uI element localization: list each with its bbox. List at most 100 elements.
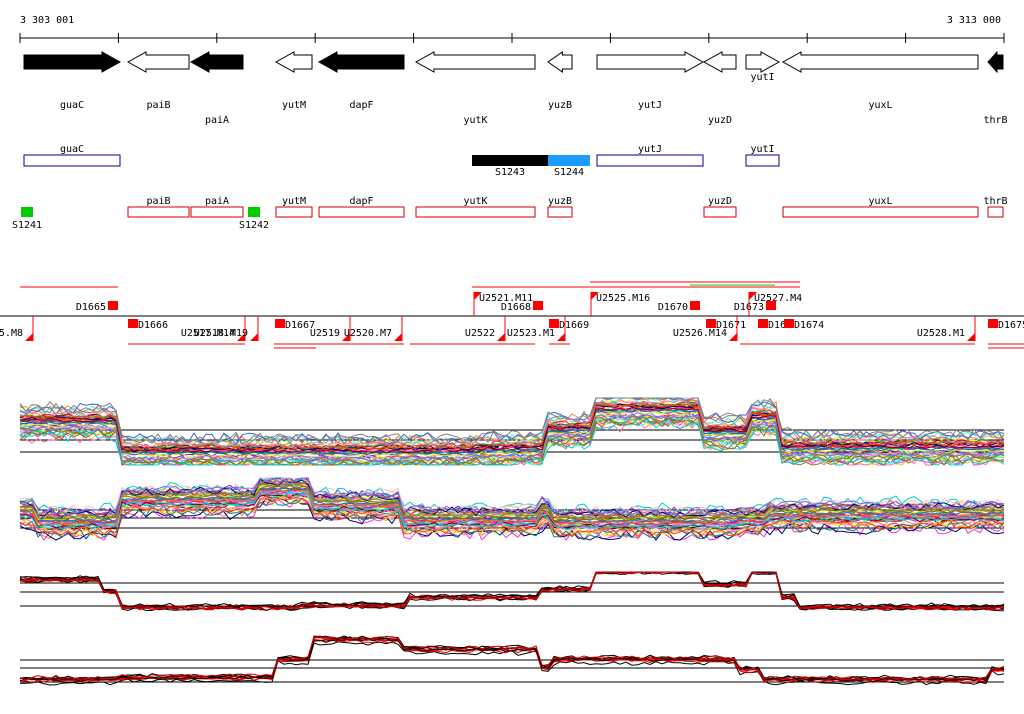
upper-gene-box-track: guaC yutJ yutI bbox=[23, 144, 780, 167]
up-marker-5.M8 bbox=[25, 333, 33, 341]
segment-label-S1244: S1244 bbox=[554, 167, 584, 178]
down-marker-label-D1670: D1670 bbox=[658, 302, 688, 313]
lower-box-label-dapF: dapF bbox=[349, 196, 373, 207]
profile-trace bbox=[19, 637, 1005, 682]
up-marker-label-U2517.M14: U2517.M14 bbox=[181, 328, 235, 339]
down-marker-D1675 bbox=[988, 319, 998, 328]
lower-box-label-yuzD: yuzD bbox=[708, 196, 732, 207]
lower-box-yuzD bbox=[703, 206, 737, 218]
profile-trace bbox=[19, 571, 1005, 609]
gene-label-paiB: paiB bbox=[146, 100, 170, 111]
profile-panel bbox=[19, 477, 1005, 541]
down-marker-label-D1674: D1674 bbox=[794, 320, 824, 331]
gene-arrow-track: guaC paiB paiA yutM dapF yutK yuzB yutJ yuzD yutI… bbox=[23, 50, 1008, 126]
down-marker-label-D1669: D1669 bbox=[559, 320, 589, 331]
gene-label-yutI: yutI bbox=[750, 72, 774, 83]
gene-arrow-dapF bbox=[317, 51, 405, 73]
lower-box-yuxL bbox=[782, 206, 979, 218]
profile-trace bbox=[19, 637, 1005, 682]
green-site-label-S1241: S1241 bbox=[12, 220, 42, 231]
lower-box-label-yuzB: yuzB bbox=[548, 196, 572, 207]
up-marker-label-U2519: U2519 bbox=[310, 328, 340, 339]
up-marker-label-U2525.M16: U2525.M16 bbox=[596, 293, 650, 304]
profile-trace bbox=[19, 571, 1005, 611]
ruler-end-label: 3 313 000 bbox=[947, 15, 1001, 26]
down-marker-D16 bbox=[758, 319, 768, 328]
down-marker-label-D1666: D1666 bbox=[138, 320, 168, 331]
up-marker-U2522 bbox=[497, 333, 505, 341]
profile-trace bbox=[19, 403, 1005, 452]
profile-trace bbox=[19, 571, 1005, 610]
up-marker-U2528.M1 bbox=[967, 333, 975, 341]
profile-trace bbox=[19, 636, 1005, 681]
profile-panel bbox=[19, 635, 1005, 686]
lower-box-yuzB bbox=[547, 206, 573, 218]
gene-label-dapF: dapF bbox=[349, 100, 373, 111]
green-site-label-S1242: S1242 bbox=[239, 220, 269, 231]
gene-label-guaC: guaC bbox=[60, 100, 84, 111]
profile-trace bbox=[19, 635, 1005, 681]
down-marker-D1669 bbox=[549, 319, 559, 328]
profile-trace bbox=[19, 635, 1005, 681]
gene-label-yuxL: yuxL bbox=[868, 100, 892, 111]
profile-trace bbox=[19, 418, 1005, 466]
down-marker-D1674 bbox=[784, 319, 794, 328]
profile-panel bbox=[19, 397, 1005, 467]
gene-arrow-yuxL bbox=[781, 51, 979, 73]
lower-box-label-yuxL: yuxL bbox=[868, 196, 892, 207]
down-marker-D1668 bbox=[533, 301, 543, 310]
profile-trace bbox=[19, 495, 1005, 538]
profile-trace bbox=[19, 397, 1005, 448]
up-marker-U2523.M1 bbox=[557, 333, 565, 341]
lower-box-label-yutM: yutM bbox=[282, 196, 306, 207]
down-marker-D1667 bbox=[275, 319, 285, 328]
profile-trace bbox=[19, 413, 1005, 463]
down-marker-D1671 bbox=[706, 319, 716, 328]
profile-trace bbox=[19, 483, 1005, 521]
profile-trace bbox=[19, 484, 1005, 523]
gene-arrow-guaC bbox=[23, 51, 122, 73]
profile-trace bbox=[19, 571, 1005, 610]
gene-arrow-paiB bbox=[126, 51, 190, 73]
profile-trace bbox=[19, 638, 1005, 684]
upper-box-label-guaC: guaC bbox=[60, 144, 84, 155]
profile-panel bbox=[19, 571, 1005, 612]
up-marker-U2517.M14 bbox=[237, 333, 245, 341]
expression-profile-panels bbox=[19, 397, 1005, 686]
profile-trace bbox=[19, 477, 1005, 516]
up-marker-label-U2526.M14: U2526.M14 bbox=[673, 328, 727, 339]
profile-trace bbox=[19, 492, 1005, 530]
up-marker-U2525.M16 bbox=[591, 292, 599, 300]
gene-arrow-yuzD bbox=[702, 51, 737, 73]
up-marker-label-5.M8: 5.M8 bbox=[0, 328, 23, 339]
profile-trace bbox=[19, 497, 1005, 541]
lower-gene-box-track: paiB paiA yutM dapF yutK yuzB yuzD yuxL thrB bbox=[127, 196, 1008, 218]
upper-box-label-yutJ: yutJ bbox=[638, 144, 662, 155]
profile-trace bbox=[19, 571, 1005, 610]
up-marker-U2527.M4 bbox=[749, 292, 757, 300]
profile-trace bbox=[19, 635, 1005, 680]
gene-label-yuzD: yuzD bbox=[708, 115, 732, 126]
profile-trace bbox=[19, 571, 1005, 609]
down-marker-D1670 bbox=[690, 301, 700, 310]
down-marker-D1665 bbox=[108, 301, 118, 310]
profile-trace bbox=[19, 416, 1005, 467]
gene-label-yutM: yutM bbox=[282, 100, 306, 111]
lower-box-label-thrB: thrB bbox=[983, 196, 1007, 207]
lower-box-label-paiB: paiB bbox=[146, 196, 170, 207]
up-marker-U2518.M19 bbox=[250, 333, 258, 341]
lower-box-paiA bbox=[190, 206, 244, 218]
ruler-start-label: 3 303 001 bbox=[20, 15, 74, 26]
up-marker-U2520.M7 bbox=[394, 333, 402, 341]
segment-label-S1243: S1243 bbox=[495, 167, 525, 178]
green-site-track: S1241 S1242 bbox=[12, 207, 269, 231]
profile-trace bbox=[19, 397, 1005, 446]
down-marker-label-D1665: D1665 bbox=[76, 302, 106, 313]
profile-trace bbox=[19, 571, 1005, 610]
lower-box-yutM bbox=[275, 206, 313, 218]
gene-arrow-yutJ bbox=[596, 51, 705, 73]
green-site-S1241 bbox=[21, 207, 33, 217]
gene-arrow-thrB bbox=[987, 50, 1004, 74]
